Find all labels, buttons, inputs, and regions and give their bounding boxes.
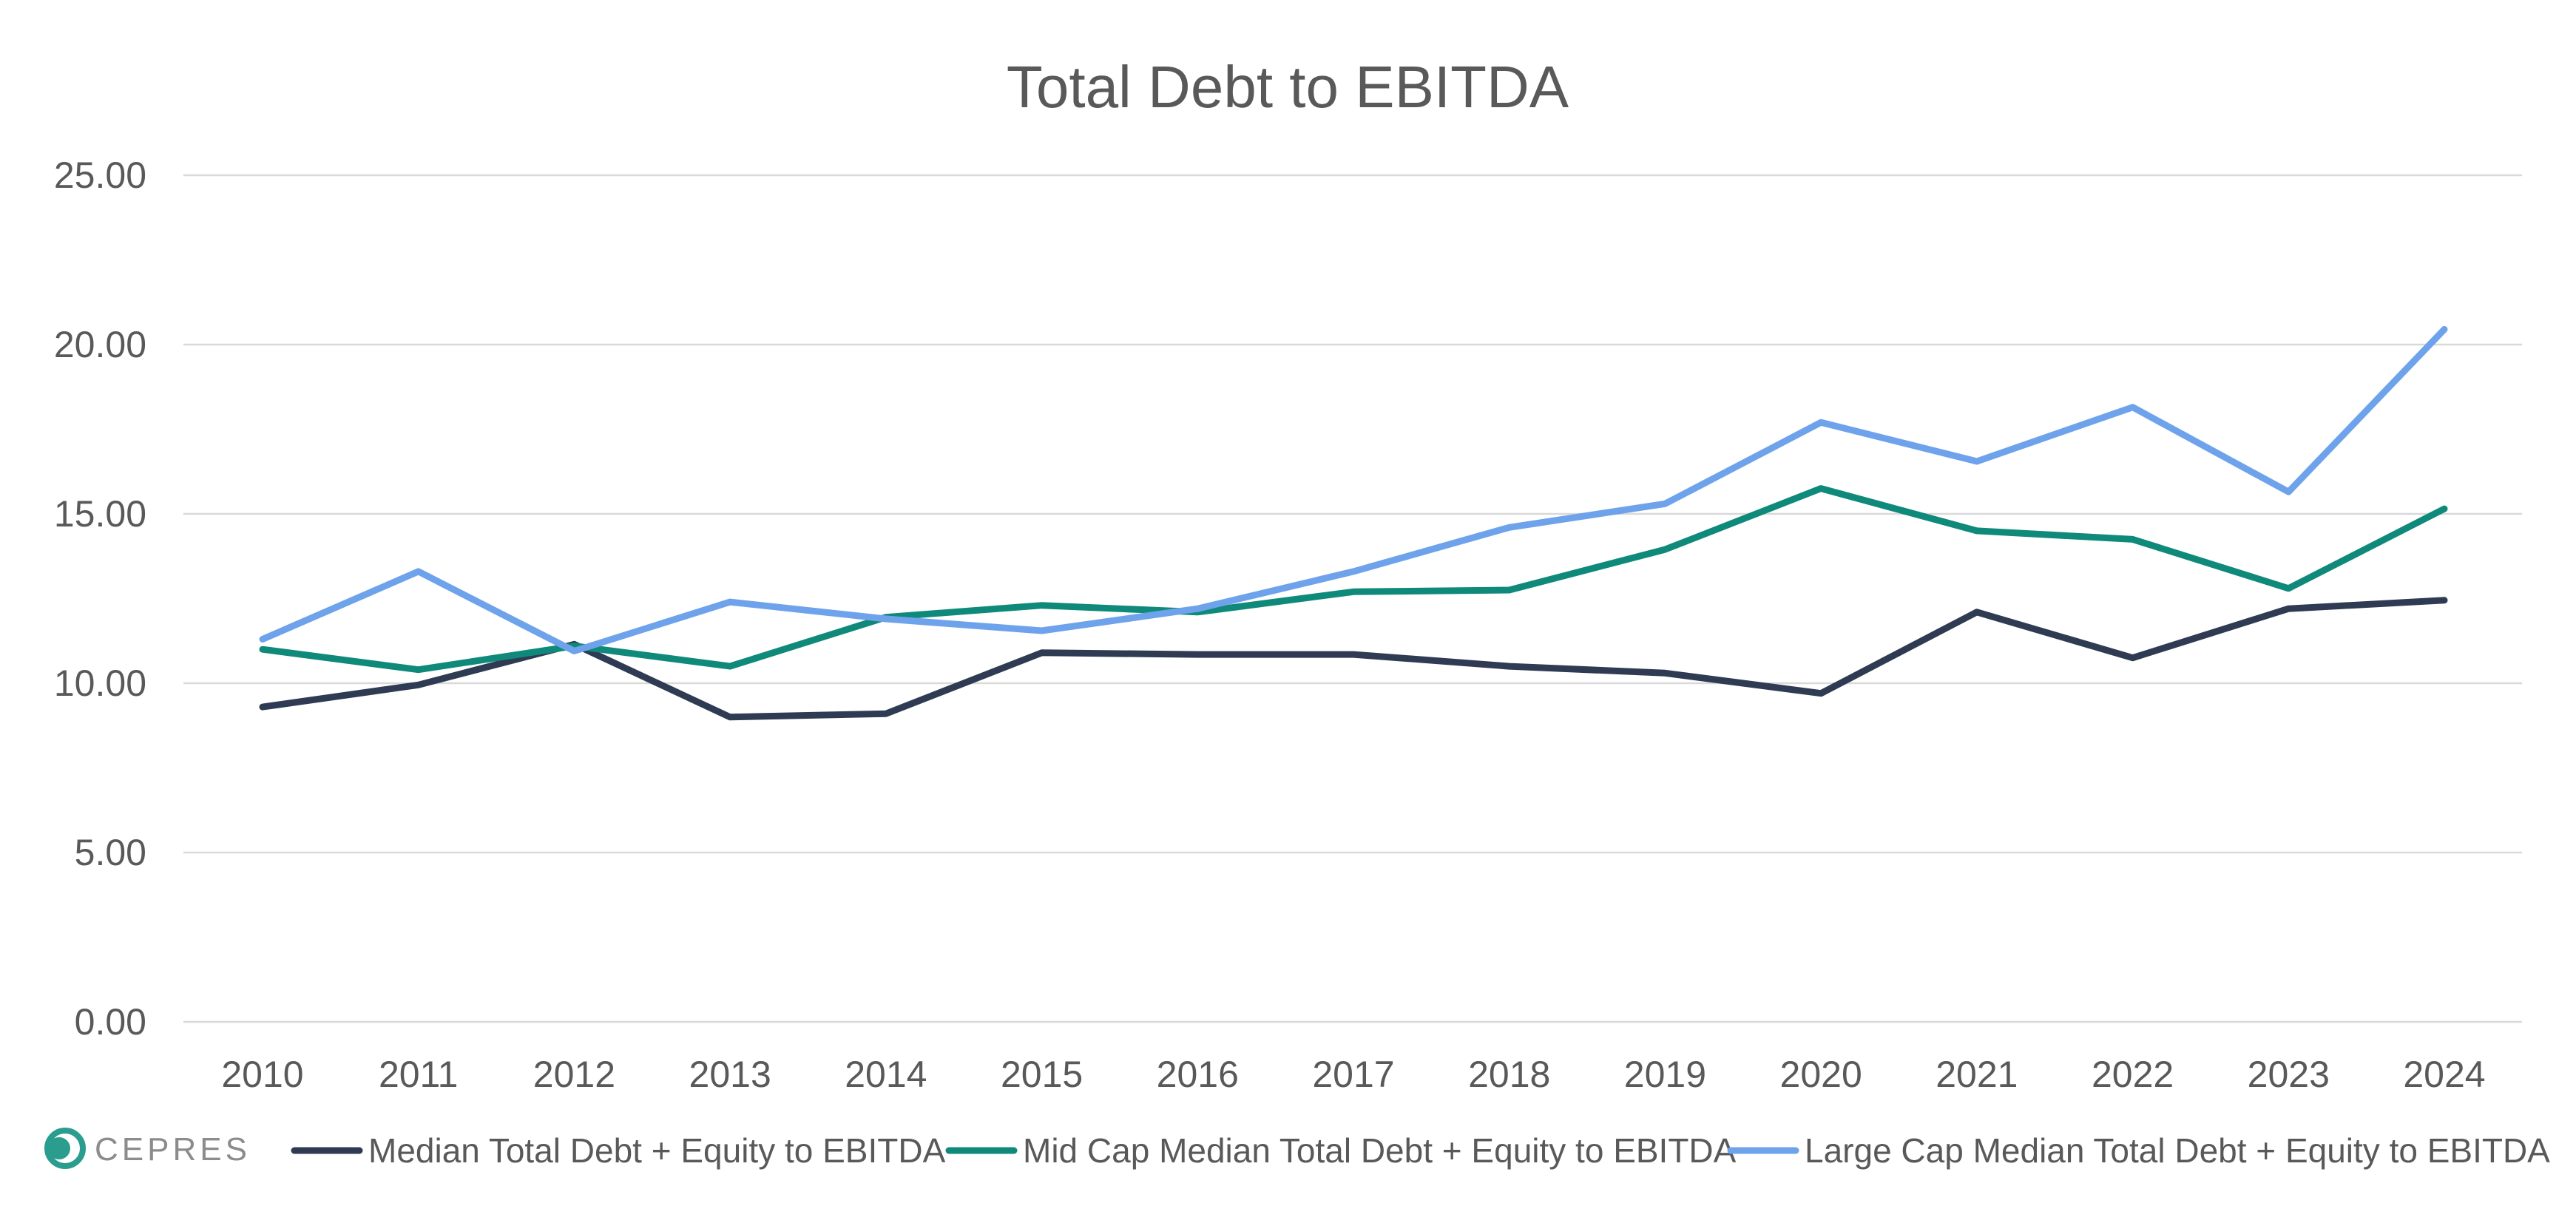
x-tick-label: 2021 — [1936, 1054, 2018, 1095]
x-tick-label: 2017 — [1312, 1054, 1394, 1095]
x-tick-label: 2023 — [2248, 1054, 2330, 1095]
y-tick-label: 25.00 — [54, 155, 146, 196]
legend-label: Median Total Debt + Equity to EBITDA — [368, 1131, 946, 1170]
x-axis-ticks: 2010 2011 2012 2013 2014 2015 2016 2017 2018 2019… — [221, 1054, 2485, 1095]
series-line-2 — [259, 485, 2448, 674]
legend: Median Total Debt + Equity to EBITDA Mid … — [291, 1131, 2550, 1170]
y-tick-label: 0.00 — [75, 1001, 146, 1043]
y-tick-label: 5.00 — [75, 832, 146, 873]
x-tick-label: 2010 — [221, 1054, 303, 1095]
legend-label: Large Cap Median Total Debt + Equity to … — [1805, 1131, 2550, 1170]
x-tick-label: 2022 — [2092, 1054, 2174, 1095]
x-tick-label: 2019 — [1624, 1054, 1706, 1095]
x-tick-label: 2020 — [1780, 1054, 1862, 1095]
y-tick-label: 10.00 — [54, 663, 146, 704]
x-tick-label: 2016 — [1157, 1054, 1239, 1095]
chart-title: Total Debt to EBITDA — [1007, 54, 1569, 120]
x-tick-label: 2024 — [2403, 1054, 2485, 1095]
y-tick-label: 20.00 — [54, 324, 146, 365]
y-tick-label: 15.00 — [54, 493, 146, 535]
x-tick-label: 2018 — [1468, 1054, 1550, 1095]
cepres-logo-mark-icon — [44, 1128, 86, 1169]
y-axis-ticks: 0.00 5.00 10.00 15.00 20.00 25.00 — [54, 155, 146, 1043]
x-tick-label: 2011 — [379, 1054, 459, 1095]
gridlines — [183, 174, 2522, 1023]
legend-item-3: Large Cap Median Total Debt + Equity to … — [1727, 1131, 2550, 1170]
series-line-3 — [259, 325, 2448, 654]
cepres-logo-text: CEPRES — [95, 1131, 251, 1168]
x-tick-label: 2013 — [689, 1054, 771, 1095]
x-tick-label: 2015 — [1001, 1054, 1083, 1095]
x-tick-label: 2012 — [533, 1054, 615, 1095]
series-line-1 — [259, 597, 2448, 721]
legend-label: Mid Cap Median Total Debt + Equity to EB… — [1023, 1131, 1737, 1170]
legend-item-1: Median Total Debt + Equity to EBITDA — [291, 1131, 946, 1170]
series-lines — [259, 325, 2448, 721]
cepres-logo: CEPRES — [44, 1128, 251, 1169]
x-tick-label: 2014 — [845, 1054, 927, 1095]
legend-item-2: Mid Cap Median Total Debt + Equity to EB… — [945, 1131, 1737, 1170]
